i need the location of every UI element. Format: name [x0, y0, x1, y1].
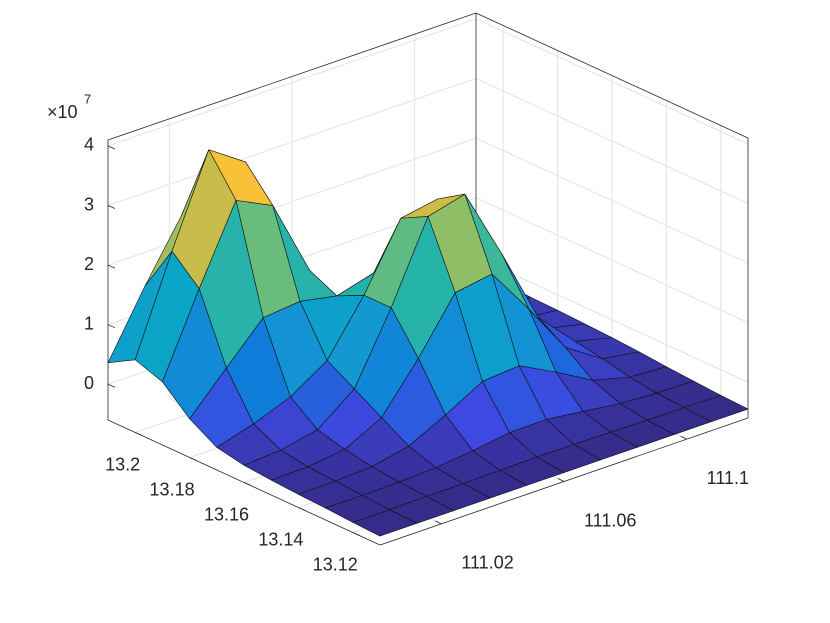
grid-line	[475, 137, 749, 264]
y-tick	[135, 432, 143, 436]
y-tick-label: 13.14	[258, 529, 303, 549]
z-tick-label: 4	[84, 135, 94, 155]
x-tick	[557, 478, 565, 482]
y-tick-label: 13.16	[204, 504, 249, 524]
z-tick-label: 1	[84, 313, 94, 333]
z-multiplier-exponent: 7	[84, 91, 91, 106]
z-tick	[107, 324, 116, 329]
axis-line	[475, 12, 749, 139]
y-tick	[352, 532, 360, 536]
z-tick	[107, 264, 116, 269]
z-multiplier-base: ×10	[47, 102, 78, 122]
y-tick	[298, 507, 306, 511]
z-tick-label: 3	[84, 194, 94, 214]
y-tick-label: 13.18	[150, 479, 195, 499]
y-tick-label: 13.12	[313, 554, 358, 574]
y-tick	[243, 482, 252, 486]
grid-line	[475, 197, 749, 324]
y-tick	[189, 457, 197, 461]
grid-line	[107, 18, 477, 147]
x-tick	[680, 435, 687, 440]
grid-line	[475, 18, 749, 145]
z-tick	[107, 205, 116, 209]
z-tick	[107, 383, 116, 388]
grid-line	[475, 78, 749, 204]
z-tick-label: 0	[84, 373, 94, 393]
surface-cell	[352, 509, 418, 537]
x-tick-label: 111.1	[707, 468, 749, 488]
y-tick-label: 13.2	[105, 454, 140, 474]
x-tick-label: 111.02	[461, 553, 513, 573]
x-tick	[435, 520, 442, 525]
grid-line	[107, 78, 477, 207]
grid-line	[475, 256, 749, 383]
z-tick	[107, 145, 116, 150]
x-tick-label: 111.06	[584, 510, 636, 530]
z-tick-label: 2	[84, 254, 94, 274]
axis-line	[107, 12, 477, 141]
